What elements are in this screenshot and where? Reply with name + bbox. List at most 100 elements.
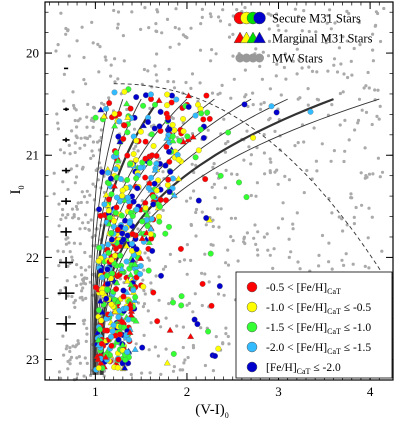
- mw-star-point: [85, 326, 89, 330]
- m31-secure-star-point: [166, 223, 172, 230]
- mw-star-point: [351, 262, 355, 266]
- mw-star-point: [142, 67, 146, 72]
- mw-star-point: [374, 10, 378, 14]
- m31-secure-star-point: [121, 122, 128, 129]
- mw-star-point: [276, 182, 280, 186]
- mw-star-point: [65, 344, 69, 348]
- m31-marginal-star-point: [121, 364, 129, 371]
- mw-star-point: [203, 363, 207, 368]
- m31-marginal-star-point: [123, 277, 131, 284]
- m31-secure-star-point: [120, 287, 127, 294]
- mw-star-point: [341, 35, 345, 39]
- m31-marginal-star-point: [94, 356, 102, 362]
- mw-star-point: [297, 58, 301, 62]
- mw-star-point: [75, 164, 79, 168]
- m31-secure-star-point: [192, 112, 199, 119]
- mw-star-point: [143, 292, 147, 296]
- mw-star-point: [296, 14, 300, 18]
- m31-secure-star-point: [108, 333, 114, 340]
- m31-secure-star-point: [197, 126, 204, 133]
- mw-star-point: [194, 163, 198, 167]
- mw-star-point: [347, 138, 351, 142]
- isochrone-line: [90, 99, 110, 375]
- mw-star-point: [72, 241, 76, 245]
- mw-star-point: [376, 88, 380, 92]
- mw-star-point: [157, 298, 161, 302]
- m31-marginal-star-point: [189, 133, 197, 140]
- mw-star-point: [61, 213, 65, 217]
- m31-secure-star-point: [120, 135, 127, 142]
- mw-star-point: [79, 200, 83, 205]
- m31-secure-star-point: [225, 129, 232, 136]
- mw-star-point: [342, 72, 346, 76]
- mw-star-point: [249, 153, 253, 157]
- mw-star-point: [59, 11, 63, 15]
- mw-star-point: [217, 275, 221, 279]
- m31-secure-star-point: [147, 91, 154, 98]
- mw-star-point: [210, 185, 214, 189]
- mw-star-point: [382, 6, 386, 11]
- m31-marginal-star-point: [127, 311, 135, 318]
- mw-star-point: [261, 50, 265, 54]
- mw-star-point: [78, 227, 82, 231]
- mw-star-point: [200, 7, 204, 11]
- mw-star-point: [68, 349, 72, 354]
- m31-secure-star-point: [150, 143, 157, 149]
- mw-star-point: [163, 265, 168, 269]
- m31-marginal-star-point: [114, 157, 122, 164]
- m31-secure-star-point: [121, 88, 128, 95]
- mw-star-point: [84, 213, 88, 217]
- mw-star-point: [56, 127, 61, 131]
- mw-star-point: [224, 326, 228, 330]
- mw-star-point: [296, 97, 300, 101]
- m31-secure-star-point: [110, 223, 117, 230]
- y-tick-label: 21: [26, 148, 39, 163]
- mw-star-point: [378, 104, 382, 108]
- mw-star-point: [233, 216, 238, 220]
- m31-secure-star-point: [195, 197, 202, 204]
- m31-secure-star-point: [108, 275, 114, 282]
- mw-star-point: [216, 292, 221, 296]
- mw-star-point: [310, 69, 315, 73]
- m31-secure-star-point: [120, 293, 127, 300]
- m31-secure-star-point: [200, 134, 207, 141]
- m31-secure-star-point: [123, 305, 130, 312]
- m31-secure-star-point: [108, 191, 115, 198]
- mw-star-point: [254, 242, 258, 246]
- mw-star-point: [190, 162, 194, 166]
- mw-star-point: [255, 181, 259, 185]
- mw-star-point: [69, 167, 73, 171]
- metallicity-legend-label: -0.5 < [Fe/H]CaT: [266, 282, 341, 296]
- m31-secure-star-point: [125, 316, 132, 323]
- mw-star-point: [230, 172, 234, 176]
- m31-secure-star-point: [150, 201, 157, 208]
- m31-secure-star-point: [129, 213, 136, 219]
- mw-star-point: [277, 28, 281, 32]
- mw-star-point: [75, 372, 80, 376]
- mw-star-point: [142, 268, 146, 272]
- mw-star-point: [353, 128, 357, 132]
- m31-secure-star-point: [169, 133, 176, 140]
- mw-star-point: [258, 107, 263, 111]
- mw-star-point: [357, 21, 361, 25]
- m31-secure-star-point: [145, 267, 152, 274]
- mw-star-point: [360, 203, 364, 207]
- mw-star-point: [140, 371, 144, 375]
- mw-star-point: [64, 347, 68, 351]
- mw-star-point: [291, 59, 295, 63]
- mw-star-point: [282, 65, 286, 70]
- mw-star-point: [231, 239, 235, 243]
- mw-star-point: [267, 27, 271, 31]
- m31-secure-star-point: [130, 133, 137, 140]
- mw-star-point: [246, 104, 250, 109]
- mw-star-point: [165, 17, 170, 21]
- m31-marginal-star-point: [118, 265, 126, 272]
- mw-star-point: [269, 160, 273, 164]
- mw-star-point: [260, 77, 264, 81]
- mw-star-point: [88, 193, 92, 197]
- mw-star-point: [367, 266, 371, 270]
- mw-star-point: [275, 62, 279, 66]
- m31-secure-star-point: [273, 109, 280, 116]
- m31-secure-star-point: [148, 215, 155, 222]
- y-tick-label: 23: [26, 352, 39, 367]
